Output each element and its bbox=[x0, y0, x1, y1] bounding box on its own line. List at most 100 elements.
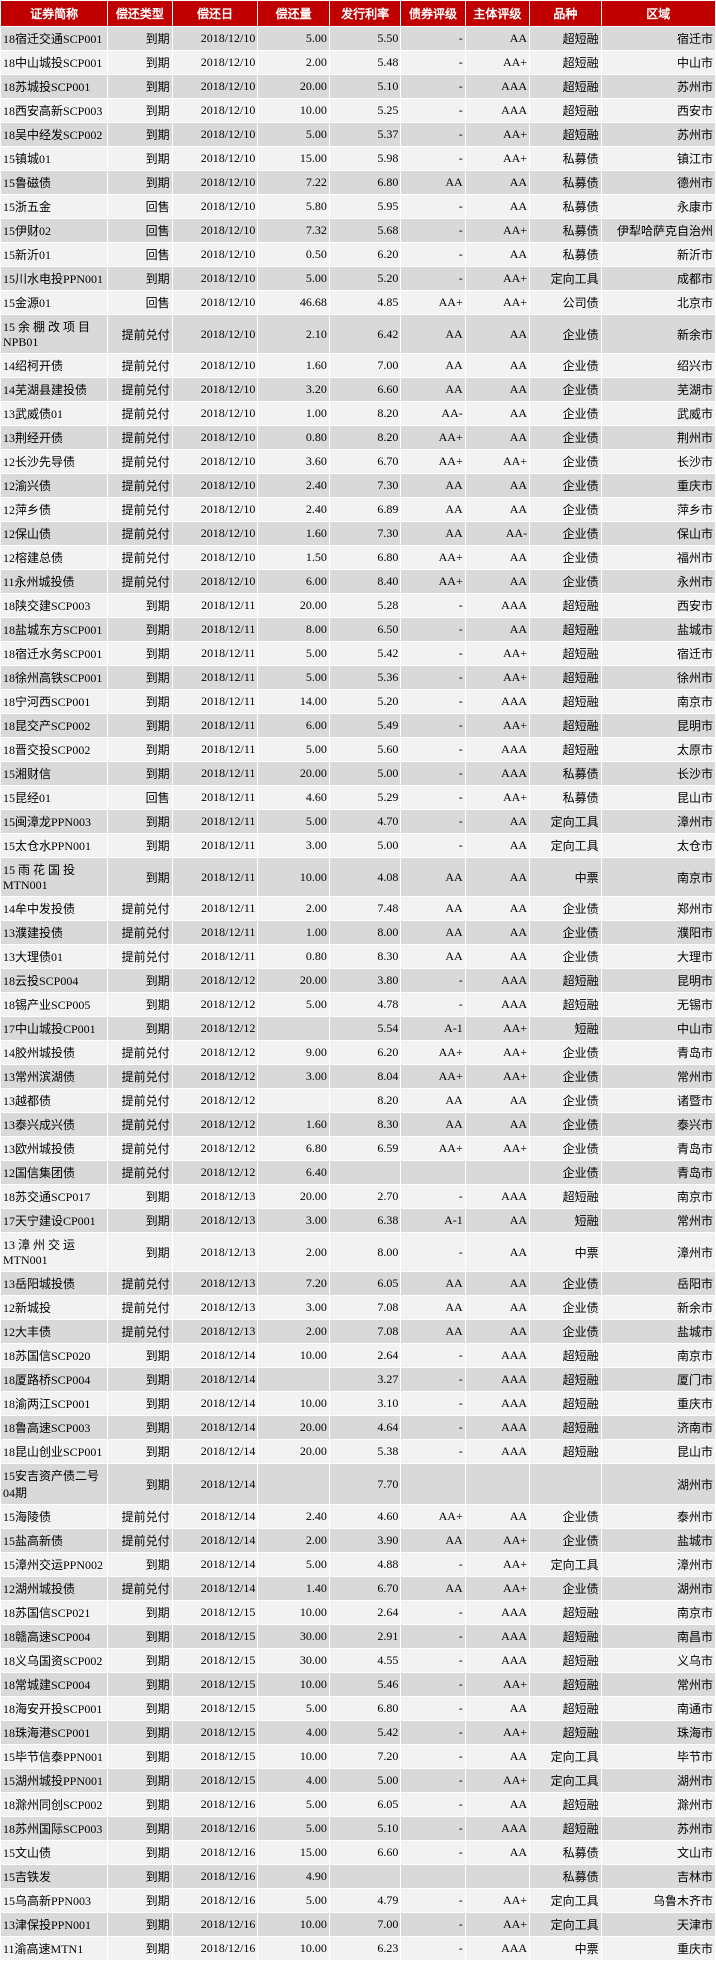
cell-reg: 昆山市 bbox=[601, 1440, 715, 1464]
table-row: 12保山债提前兑付2018/12/101.607.30AAAA-企业债保山市 bbox=[1, 522, 716, 546]
cell-name: 14牟中发投债 bbox=[1, 897, 108, 921]
cell-amt bbox=[258, 1017, 330, 1041]
table-row: 18常城建SCP004到期2018/12/1510.005.46-AA+超短融常… bbox=[1, 1673, 716, 1697]
cell-amt: 8.00 bbox=[258, 618, 330, 642]
cell-name: 18吴中经发SCP002 bbox=[1, 123, 108, 147]
cell-br: - bbox=[401, 1817, 465, 1841]
cell-name: 12榕建总债 bbox=[1, 546, 108, 570]
cell-date: 2018/12/15 bbox=[172, 1721, 258, 1745]
cell-prod: 定向工具 bbox=[530, 267, 602, 291]
cell-name: 18宁河西SCP001 bbox=[1, 690, 108, 714]
cell-reg: 毕节市 bbox=[601, 1745, 715, 1769]
cell-rate: 5.37 bbox=[329, 123, 401, 147]
cell-reg: 永康市 bbox=[601, 195, 715, 219]
cell-ir: AAA bbox=[465, 969, 529, 993]
cell-br: AA+ bbox=[401, 570, 465, 594]
cell-amt: 3.00 bbox=[258, 834, 330, 858]
cell-prod: 中票 bbox=[530, 858, 602, 897]
cell-name: 18宿迁交通SCP001 bbox=[1, 27, 108, 51]
cell-prod: 企业债 bbox=[530, 1089, 602, 1113]
cell-rate: 6.42 bbox=[329, 315, 401, 354]
cell-amt: 2.40 bbox=[258, 1505, 330, 1529]
cell-prod: 中票 bbox=[530, 1937, 602, 1961]
table-row: 13濮建投债提前兑付2018/12/111.008.00AAAA企业债濮阳市 bbox=[1, 921, 716, 945]
cell-reg: 南京市 bbox=[601, 690, 715, 714]
table-row: 11渝高速MTN1到期2018/12/1610.006.23-AAA中票重庆市 bbox=[1, 1937, 716, 1961]
cell-date: 2018/12/12 bbox=[172, 1041, 258, 1065]
cell-ir: AA+ bbox=[465, 1673, 529, 1697]
cell-name: 18昆山创业SCP001 bbox=[1, 1440, 108, 1464]
cell-ir: AA bbox=[465, 570, 529, 594]
cell-date: 2018/12/11 bbox=[172, 666, 258, 690]
cell-br: - bbox=[401, 1185, 465, 1209]
cell-reg: 南通市 bbox=[601, 1697, 715, 1721]
cell-ir: AA bbox=[465, 474, 529, 498]
table-row: 15漳州交运PPN002到期2018/12/145.004.88-AA+定向工具… bbox=[1, 1553, 716, 1577]
cell-amt: 7.22 bbox=[258, 171, 330, 195]
cell-rate: 7.08 bbox=[329, 1296, 401, 1320]
cell-prod: 企业债 bbox=[530, 1320, 602, 1344]
cell-amt: 1.60 bbox=[258, 354, 330, 378]
cell-reg: 乌鲁木齐市 bbox=[601, 1889, 715, 1913]
cell-prod: 短融 bbox=[530, 1017, 602, 1041]
cell-br: - bbox=[401, 27, 465, 51]
table-row: 18珠海港SCP001到期2018/12/154.005.42-AA+超短融珠海… bbox=[1, 1721, 716, 1745]
table-row: 18鲁高速SCP003到期2018/12/1420.004.64-AAA超短融济… bbox=[1, 1416, 716, 1440]
table-row: 12湖州城投债提前兑付2018/12/141.406.70AAAA+企业债湖州市 bbox=[1, 1577, 716, 1601]
table-row: 18苏州国际SCP003到期2018/12/165.005.10-AAA超短融苏… bbox=[1, 1817, 716, 1841]
cell-rate: 7.08 bbox=[329, 1320, 401, 1344]
cell-date: 2018/12/10 bbox=[172, 123, 258, 147]
cell-date: 2018/12/11 bbox=[172, 921, 258, 945]
cell-amt: 10.00 bbox=[258, 1601, 330, 1625]
cell-rate: 4.55 bbox=[329, 1649, 401, 1673]
cell-date: 2018/12/10 bbox=[172, 498, 258, 522]
cell-reg: 文山市 bbox=[601, 1841, 715, 1865]
cell-rate: 5.10 bbox=[329, 75, 401, 99]
cell-reg: 芜湖市 bbox=[601, 378, 715, 402]
cell-amt: 6.00 bbox=[258, 570, 330, 594]
cell-amt: 2.00 bbox=[258, 51, 330, 75]
cell-br bbox=[401, 1161, 465, 1185]
cell-date: 2018/12/10 bbox=[172, 219, 258, 243]
cell-name: 15镇城01 bbox=[1, 147, 108, 171]
table-row: 14绍柯开债提前兑付2018/12/101.607.00AAAA企业债绍兴市 bbox=[1, 354, 716, 378]
cell-prod: 超短融 bbox=[530, 1392, 602, 1416]
cell-ir: AA bbox=[465, 1209, 529, 1233]
table-row: 13大理债01提前兑付2018/12/110.808.30AAAA企业债大理市 bbox=[1, 945, 716, 969]
cell-type: 到期 bbox=[108, 858, 172, 897]
col-header-7: 品种 bbox=[530, 1, 602, 27]
cell-date: 2018/12/14 bbox=[172, 1577, 258, 1601]
cell-name: 18赣高速SCP004 bbox=[1, 1625, 108, 1649]
cell-reg: 荆州市 bbox=[601, 426, 715, 450]
cell-ir: AA bbox=[465, 1505, 529, 1529]
cell-date: 2018/12/12 bbox=[172, 1137, 258, 1161]
cell-reg: 南京市 bbox=[601, 858, 715, 897]
cell-date: 2018/12/11 bbox=[172, 834, 258, 858]
cell-date: 2018/12/10 bbox=[172, 195, 258, 219]
cell-prod: 私募债 bbox=[530, 1841, 602, 1865]
cell-ir: AAA bbox=[465, 1601, 529, 1625]
cell-prod: 超短融 bbox=[530, 618, 602, 642]
cell-amt: 10.00 bbox=[258, 99, 330, 123]
col-header-2: 偿还日 bbox=[172, 1, 258, 27]
cell-name: 11渝高速MTN1 bbox=[1, 1937, 108, 1961]
cell-date: 2018/12/10 bbox=[172, 51, 258, 75]
cell-type: 提前兑付 bbox=[108, 1089, 172, 1113]
cell-amt: 10.00 bbox=[258, 1913, 330, 1937]
cell-ir: AA bbox=[465, 1320, 529, 1344]
cell-reg: 新余市 bbox=[601, 315, 715, 354]
table-row: 18宁河西SCP001到期2018/12/1114.005.20-AAA超短融南… bbox=[1, 690, 716, 714]
cell-amt: 6.00 bbox=[258, 714, 330, 738]
cell-name: 15太仓水PPN001 bbox=[1, 834, 108, 858]
cell-date: 2018/12/14 bbox=[172, 1553, 258, 1577]
cell-ir: AA+ bbox=[465, 291, 529, 315]
cell-name: 14绍柯开债 bbox=[1, 354, 108, 378]
cell-date: 2018/12/13 bbox=[172, 1209, 258, 1233]
cell-reg: 德州市 bbox=[601, 171, 715, 195]
cell-prod: 企业债 bbox=[530, 378, 602, 402]
table-row: 18渝两江SCP001到期2018/12/1410.003.10-AAA超短融重… bbox=[1, 1392, 716, 1416]
cell-reg: 南昌市 bbox=[601, 1625, 715, 1649]
cell-br: - bbox=[401, 147, 465, 171]
cell-type: 提前兑付 bbox=[108, 1113, 172, 1137]
cell-ir: AAA bbox=[465, 1416, 529, 1440]
